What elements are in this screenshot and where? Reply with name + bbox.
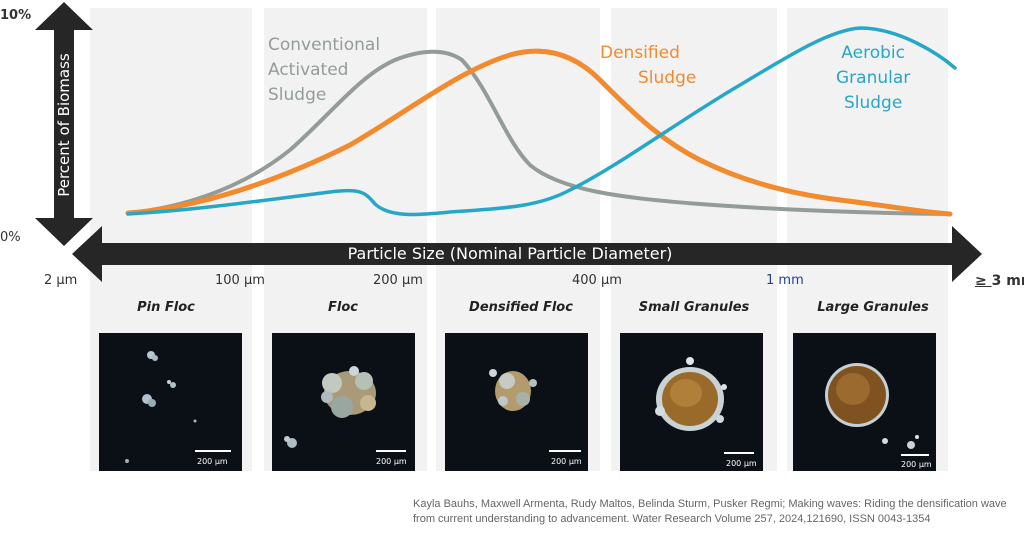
scale-bar-label: 200 µm — [901, 460, 932, 469]
stage-title-large-granules: Large Granules — [817, 300, 929, 315]
stage-title-pin-floc: Pin Floc — [137, 300, 195, 315]
x-tick-2um: 2 µm — [44, 273, 78, 288]
pin-floc-image — [125, 351, 197, 463]
x-axis-arrow — [72, 226, 982, 282]
micrograph-large-granules: 200 µm — [793, 333, 936, 471]
scale-bar — [724, 452, 754, 454]
curve-densified-sludge — [125, 48, 953, 217]
x-tick-1mm: 1 mm — [766, 273, 804, 288]
curve-aerobic-granular-sludge — [126, 26, 957, 217]
scale-bar — [549, 450, 581, 452]
small-granule-image — [655, 357, 727, 431]
x-axis-title: Particle Size (Nominal Particle Diameter… — [347, 244, 673, 263]
citation: Kayla Bauhs, Maxwell Armenta, Rudy Malto… — [413, 498, 1007, 525]
stage-title-small-granules: Small Granules — [638, 300, 750, 315]
curve-conventional-activated-sludge — [126, 49, 952, 216]
scale-bar-label: 200 µm — [551, 457, 582, 466]
floc-image — [284, 366, 376, 448]
x-tick-200um: 200 µm — [373, 273, 423, 288]
stage-title-densified-floc: Densified Floc — [469, 300, 573, 315]
stage-title-floc: Floc — [328, 300, 358, 315]
x-tick-100um: 100 µm — [215, 273, 265, 288]
y-axis-max-label: 10% — [0, 8, 32, 23]
y-axis-arrow — [35, 2, 93, 246]
scale-bar-label: 200 µm — [726, 459, 757, 468]
label-conventional-activated-sludge: Conventional Activated Sludge — [268, 35, 381, 105]
scale-bar — [195, 450, 231, 452]
micrograph-small-granules: 200 µm — [620, 333, 763, 471]
scale-bar — [376, 450, 406, 452]
x-tick-3mm: ≥ 3 mm — [975, 273, 1024, 289]
micrograph-densified-floc: 200 µm — [445, 333, 588, 471]
micrograph-floc: 200 µm — [272, 333, 415, 471]
micrograph-pin-floc: 200 µm — [99, 333, 242, 471]
scale-bar — [901, 454, 929, 456]
y-axis-min-label: 0% — [0, 230, 21, 245]
large-granule-image — [825, 363, 919, 449]
scale-bar-label: 200 µm — [197, 457, 228, 466]
label-densified-sludge: Densified Sludge — [600, 43, 697, 88]
y-axis-title: Percent of Biomass — [55, 53, 73, 197]
densified-floc-image — [489, 369, 537, 411]
label-aerobic-granular-sludge: Aerobic Granular Sludge — [836, 43, 911, 113]
scale-bar-label: 200 µm — [376, 457, 407, 466]
x-tick-400um: 400 µm — [572, 273, 622, 288]
